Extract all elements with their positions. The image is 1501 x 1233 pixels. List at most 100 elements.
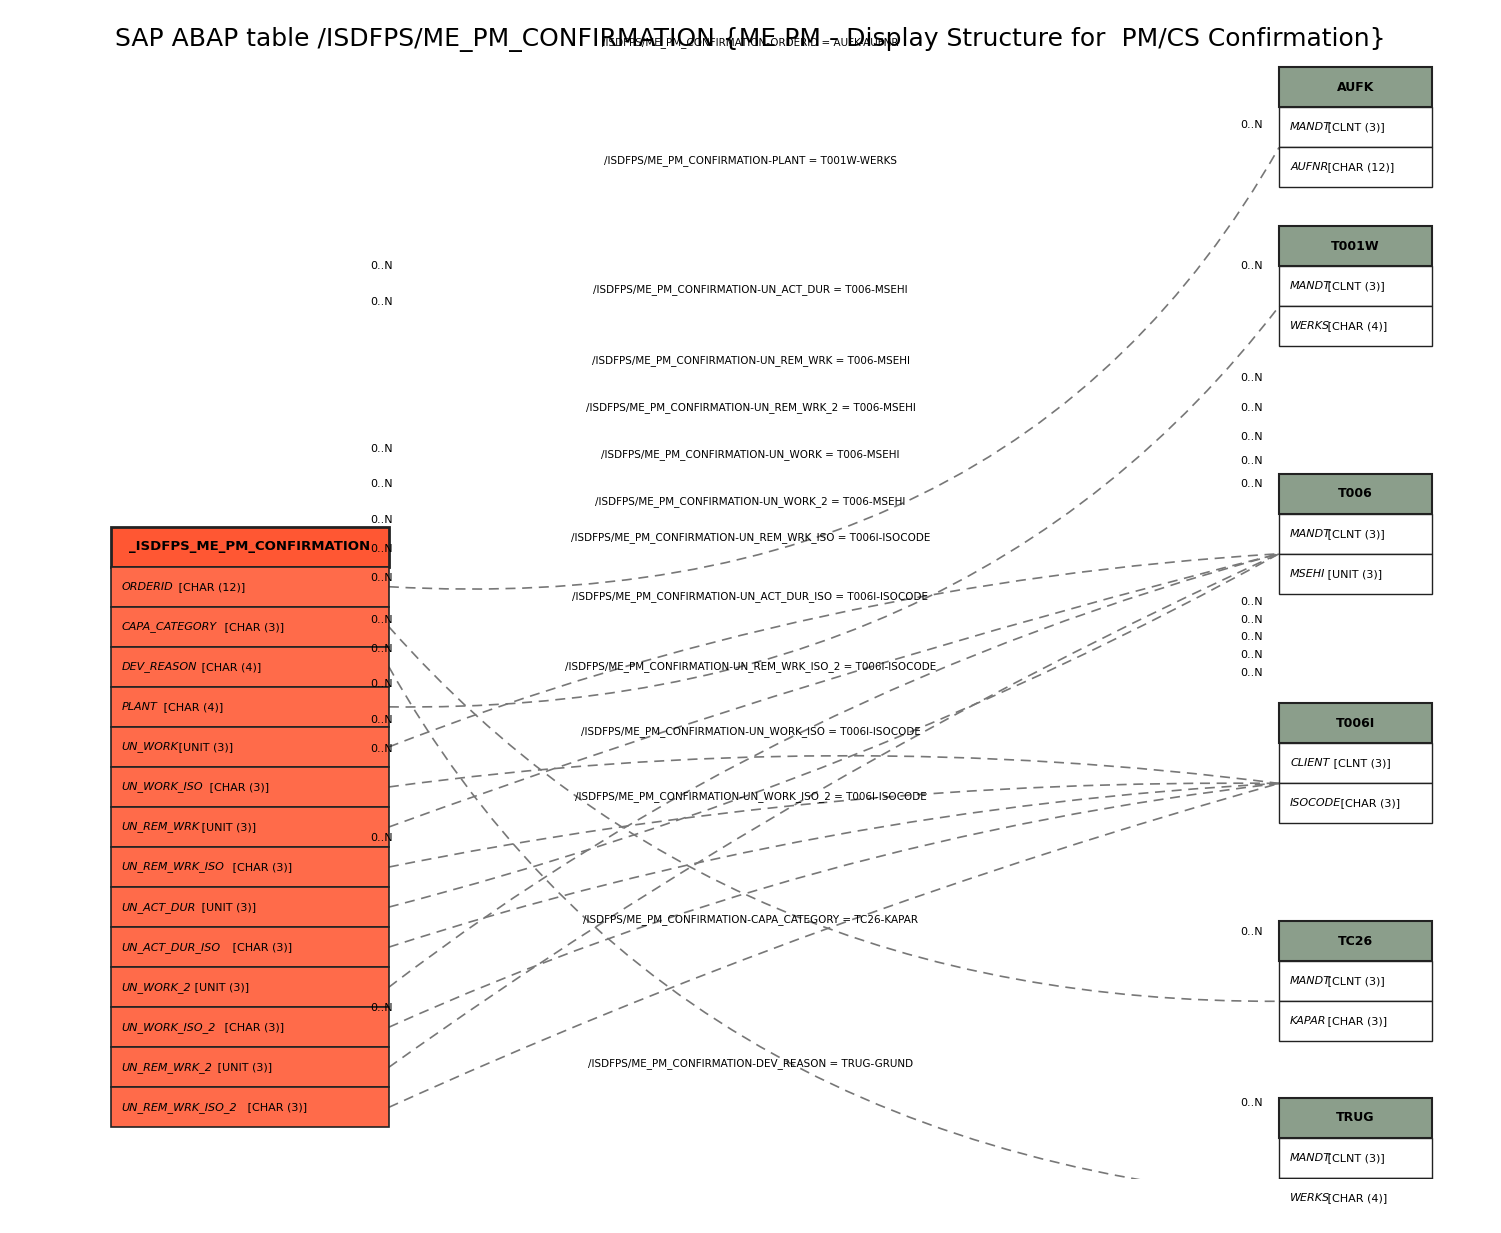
- Text: 0..N: 0..N: [371, 573, 393, 583]
- Text: CAPA_CATEGORY: CAPA_CATEGORY: [122, 621, 218, 633]
- Text: [CHAR (4)]: [CHAR (4)]: [1324, 1194, 1387, 1203]
- Text: UN_WORK: UN_WORK: [122, 741, 179, 752]
- Text: [CHAR (4)]: [CHAR (4)]: [161, 702, 224, 711]
- Text: /ISDFPS/ME_PM_CONFIRMATION-UN_REM_WRK_ISO = T006I-ISOCODE: /ISDFPS/ME_PM_CONFIRMATION-UN_REM_WRK_IS…: [570, 531, 931, 543]
- Text: /ISDFPS/ME_PM_CONFIRMATION-CAPA_CATEGORY = TC26-KAPAR: /ISDFPS/ME_PM_CONFIRMATION-CAPA_CATEGORY…: [582, 915, 919, 926]
- Text: [CHAR (3)]: [CHAR (3)]: [221, 621, 284, 631]
- Text: /ISDFPS/ME_PM_CONFIRMATION-PLANT = T001W-WERKS: /ISDFPS/ME_PM_CONFIRMATION-PLANT = T001W…: [603, 155, 898, 165]
- Text: T001W: T001W: [1331, 240, 1379, 253]
- FancyBboxPatch shape: [111, 526, 389, 567]
- Text: [CLNT (3)]: [CLNT (3)]: [1324, 281, 1384, 291]
- Text: ISOCODE: ISOCODE: [1291, 799, 1342, 809]
- Text: 0..N: 0..N: [1240, 1097, 1262, 1107]
- Text: 0..N: 0..N: [1240, 120, 1262, 129]
- Text: [CHAR (4)]: [CHAR (4)]: [1324, 322, 1387, 332]
- Text: [CHAR (3)]: [CHAR (3)]: [245, 1102, 308, 1112]
- Text: 0..N: 0..N: [1240, 456, 1262, 466]
- FancyBboxPatch shape: [1279, 266, 1432, 307]
- FancyBboxPatch shape: [1279, 554, 1432, 594]
- FancyBboxPatch shape: [1279, 743, 1432, 783]
- Text: DEV_REASON: DEV_REASON: [122, 661, 197, 672]
- Text: 0..N: 0..N: [1240, 261, 1262, 271]
- Text: /ISDFPS/ME_PM_CONFIRMATION-UN_ACT_DUR = T006-MSEHI: /ISDFPS/ME_PM_CONFIRMATION-UN_ACT_DUR = …: [593, 285, 908, 296]
- Text: UN_REM_WRK_ISO_2: UN_REM_WRK_ISO_2: [122, 1102, 237, 1112]
- Text: [UNIT (3)]: [UNIT (3)]: [213, 1063, 272, 1073]
- Text: [CHAR (12)]: [CHAR (12)]: [176, 582, 246, 592]
- Text: UN_REM_WRK_2: UN_REM_WRK_2: [122, 1062, 213, 1073]
- Text: 0..N: 0..N: [1240, 927, 1262, 937]
- FancyBboxPatch shape: [1279, 783, 1432, 824]
- Text: 0..N: 0..N: [371, 480, 393, 490]
- FancyBboxPatch shape: [1279, 962, 1432, 1001]
- Text: 0..N: 0..N: [1240, 615, 1262, 625]
- Text: PLANT: PLANT: [122, 702, 158, 711]
- Text: 0..N: 0..N: [371, 1004, 393, 1014]
- Text: 0..N: 0..N: [371, 544, 393, 554]
- Text: KAPAR: KAPAR: [1291, 1016, 1327, 1026]
- FancyBboxPatch shape: [1279, 1001, 1432, 1042]
- Text: [CHAR (3)]: [CHAR (3)]: [1337, 799, 1400, 809]
- Text: AUFK: AUFK: [1337, 81, 1375, 94]
- Text: 0..N: 0..N: [1240, 633, 1262, 642]
- Text: [CLNT (3)]: [CLNT (3)]: [1324, 122, 1384, 132]
- FancyBboxPatch shape: [1279, 703, 1432, 743]
- Text: WERKS: WERKS: [1291, 322, 1330, 332]
- Text: UN_ACT_DUR_ISO: UN_ACT_DUR_ISO: [122, 942, 221, 953]
- Text: [CLNT (3)]: [CLNT (3)]: [1324, 529, 1384, 539]
- Text: /ISDFPS/ME_PM_CONFIRMATION-UN_WORK = T006-MSEHI: /ISDFPS/ME_PM_CONFIRMATION-UN_WORK = T00…: [602, 449, 899, 460]
- Text: /ISDFPS/ME_PM_CONFIRMATION-UN_WORK_2 = T006-MSEHI: /ISDFPS/ME_PM_CONFIRMATION-UN_WORK_2 = T…: [596, 497, 905, 508]
- FancyBboxPatch shape: [1279, 107, 1432, 148]
- FancyBboxPatch shape: [111, 927, 389, 967]
- Text: MANDT: MANDT: [1291, 1153, 1331, 1163]
- Text: /ISDFPS/ME_PM_CONFIRMATION-UN_REM_WRK_2 = T006-MSEHI: /ISDFPS/ME_PM_CONFIRMATION-UN_REM_WRK_2 …: [585, 402, 916, 413]
- Text: SAP ABAP table /ISDFPS/ME_PM_CONFIRMATION {ME PM - Display Structure for  PM/CS : SAP ABAP table /ISDFPS/ME_PM_CONFIRMATIO…: [116, 27, 1385, 52]
- Text: 0..N: 0..N: [1240, 668, 1262, 678]
- Text: MANDT: MANDT: [1291, 529, 1331, 539]
- FancyBboxPatch shape: [111, 567, 389, 607]
- Text: 0..N: 0..N: [1240, 374, 1262, 383]
- Text: 0..N: 0..N: [371, 745, 393, 755]
- FancyBboxPatch shape: [1279, 307, 1432, 346]
- FancyBboxPatch shape: [111, 727, 389, 767]
- Text: UN_REM_WRK_ISO: UN_REM_WRK_ISO: [122, 862, 225, 873]
- FancyBboxPatch shape: [1279, 68, 1432, 107]
- FancyBboxPatch shape: [1279, 1097, 1432, 1138]
- Text: AUFNR: AUFNR: [1291, 163, 1328, 173]
- FancyBboxPatch shape: [111, 607, 389, 647]
- Text: UN_ACT_DUR: UN_ACT_DUR: [122, 901, 197, 912]
- Text: _ISDFPS_ME_PM_CONFIRMATION: _ISDFPS_ME_PM_CONFIRMATION: [129, 540, 371, 554]
- Text: 0..N: 0..N: [371, 679, 393, 689]
- Text: 0..N: 0..N: [371, 832, 393, 842]
- Text: [CHAR (3)]: [CHAR (3)]: [221, 1022, 284, 1032]
- Text: [UNIT (3)]: [UNIT (3)]: [191, 983, 249, 993]
- Text: 0..N: 0..N: [371, 444, 393, 454]
- FancyBboxPatch shape: [1279, 1138, 1432, 1178]
- Text: 0..N: 0..N: [1240, 403, 1262, 413]
- Text: T006I: T006I: [1336, 716, 1375, 730]
- Text: 0..N: 0..N: [371, 297, 393, 307]
- FancyBboxPatch shape: [111, 1088, 389, 1127]
- Text: [UNIT (3)]: [UNIT (3)]: [198, 822, 257, 832]
- Text: MANDT: MANDT: [1291, 281, 1331, 291]
- FancyBboxPatch shape: [1279, 148, 1432, 187]
- FancyBboxPatch shape: [111, 767, 389, 806]
- Text: [UNIT (3)]: [UNIT (3)]: [198, 903, 257, 912]
- Text: [CLNT (3)]: [CLNT (3)]: [1330, 758, 1391, 768]
- FancyBboxPatch shape: [111, 647, 389, 687]
- Text: /ISDFPS/ME_PM_CONFIRMATION-UN_REM_WRK = T006-MSEHI: /ISDFPS/ME_PM_CONFIRMATION-UN_REM_WRK = …: [591, 355, 910, 366]
- FancyBboxPatch shape: [111, 687, 389, 727]
- Text: /ISDFPS/ME_PM_CONFIRMATION-DEV_REASON = TRUG-GRUND: /ISDFPS/ME_PM_CONFIRMATION-DEV_REASON = …: [588, 1058, 913, 1069]
- Text: /ISDFPS/ME_PM_CONFIRMATION-UN_WORK_ISO_2 = T006I-ISOCODE: /ISDFPS/ME_PM_CONFIRMATION-UN_WORK_ISO_2…: [575, 790, 926, 801]
- Text: 0..N: 0..N: [371, 514, 393, 524]
- Text: TRUG: TRUG: [1336, 1111, 1375, 1124]
- Text: MANDT: MANDT: [1291, 977, 1331, 986]
- Text: /ISDFPS/ME_PM_CONFIRMATION-UN_WORK_ISO = T006I-ISOCODE: /ISDFPS/ME_PM_CONFIRMATION-UN_WORK_ISO =…: [581, 726, 920, 737]
- Text: /ISDFPS/ME_PM_CONFIRMATION-UN_REM_WRK_ISO_2 = T006I-ISOCODE: /ISDFPS/ME_PM_CONFIRMATION-UN_REM_WRK_IS…: [564, 661, 937, 672]
- Text: 0..N: 0..N: [371, 644, 393, 655]
- FancyBboxPatch shape: [111, 887, 389, 927]
- Text: [CHAR (3)]: [CHAR (3)]: [206, 782, 269, 792]
- Text: [UNIT (3)]: [UNIT (3)]: [1324, 568, 1381, 578]
- FancyBboxPatch shape: [1279, 227, 1432, 266]
- Text: /ISDFPS/ME_PM_CONFIRMATION-ORDERID = AUFK-AUFNR: /ISDFPS/ME_PM_CONFIRMATION-ORDERID = AUF…: [602, 37, 899, 48]
- FancyBboxPatch shape: [111, 1007, 389, 1047]
